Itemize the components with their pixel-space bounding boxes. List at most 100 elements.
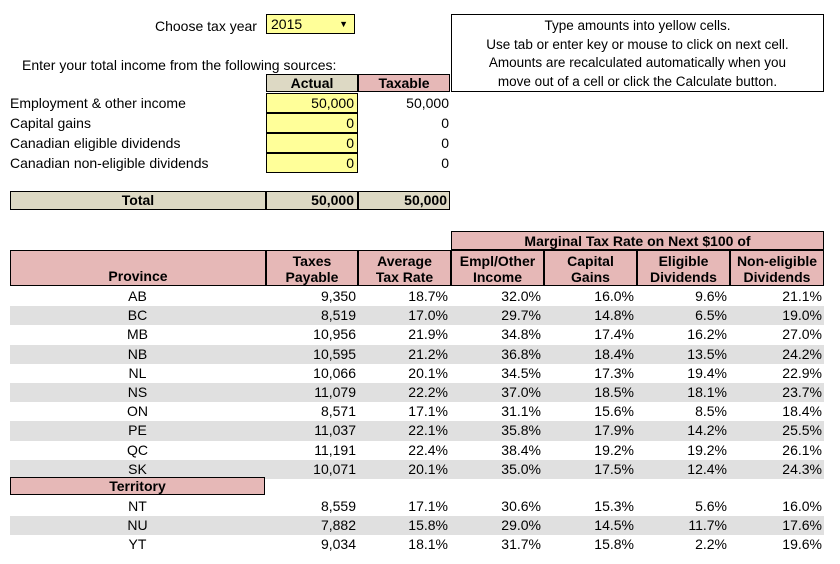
taxes-payable: 9,034 xyxy=(320,536,356,553)
table-row: AB 9,350 18.7% 32.0% 16.0% 9.6% 21.1% xyxy=(10,287,824,306)
eligible-dividends-taxable-value: 0 xyxy=(441,135,449,151)
total-taxable: 50,000 xyxy=(358,191,450,210)
instruction-line: Type amounts into yellow cells. xyxy=(544,18,731,33)
taxes-payable: 8,519 xyxy=(320,307,356,324)
province-name: AB xyxy=(128,288,147,304)
territory-name: YT xyxy=(128,536,147,553)
province-name: ON xyxy=(127,403,148,420)
marginal-capital-gains: 15.6% xyxy=(594,403,634,420)
header-line: Tax Rate xyxy=(375,269,434,285)
header-line: Capital xyxy=(567,253,614,269)
capital-gains-input[interactable]: 0 xyxy=(266,113,358,133)
marginal-eligible: 18.1% xyxy=(687,384,727,400)
income-label-non-eligible-dividends: Canadian non-eligible dividends xyxy=(10,155,209,171)
marginal-capital-gains: 17.5% xyxy=(594,460,634,477)
territory-name: NT xyxy=(128,498,147,514)
marginal-non-eligible: 27.0% xyxy=(782,326,822,343)
territory-name: NU xyxy=(127,517,148,534)
taxes-payable: 9,350 xyxy=(320,288,356,304)
empl-other-income-header: Empl/Other Income xyxy=(451,250,544,286)
dropdown-arrow-icon: ▼ xyxy=(339,19,348,29)
marginal-eligible: 8.5% xyxy=(695,403,727,420)
province-name: SK xyxy=(128,460,147,477)
marginal-non-eligible: 17.6% xyxy=(782,517,822,534)
taxes-payable: 7,882 xyxy=(320,517,356,534)
marginal-rate-header: Marginal Tax Rate on Next $100 of xyxy=(451,231,824,250)
average-rate: 18.7% xyxy=(408,288,448,304)
taxes-payable: 10,071 xyxy=(313,460,356,477)
marginal-non-eligible: 21.1% xyxy=(782,288,822,304)
table-row: NL 10,066 20.1% 34.5% 17.3% 19.4% 22.9% xyxy=(10,364,824,383)
marginal-empl: 36.8% xyxy=(501,345,541,362)
header-line: Non-eligible xyxy=(736,253,818,269)
marginal-capital-gains: 15.3% xyxy=(594,498,634,514)
tax-year-select[interactable]: 2015 ▼ xyxy=(266,14,355,34)
marginal-eligible: 6.5% xyxy=(695,307,727,324)
header-line: Eligible xyxy=(658,253,709,269)
average-rate: 17.1% xyxy=(408,498,448,514)
marginal-empl: 34.5% xyxy=(501,364,541,381)
instruction-line: Use tab or enter key or mouse to click o… xyxy=(486,36,789,52)
eligible-dividends-input[interactable]: 0 xyxy=(266,133,358,153)
marginal-empl: 35.0% xyxy=(501,460,541,477)
average-rate: 21.2% xyxy=(408,345,448,362)
province-name: QC xyxy=(127,441,148,458)
table-row: YT 9,034 18.1% 31.7% 15.8% 2.2% 19.6% xyxy=(10,535,824,554)
marginal-non-eligible: 18.4% xyxy=(782,403,822,420)
marginal-empl: 35.8% xyxy=(501,422,541,439)
total-row: Total 50,000 50,000 xyxy=(10,191,450,210)
taxes-payable: 10,956 xyxy=(313,326,356,343)
average-rate: 22.1% xyxy=(408,422,448,439)
average-rate: 22.2% xyxy=(408,384,448,400)
province-header-text: Province xyxy=(108,268,168,284)
marginal-eligible: 16.2% xyxy=(687,326,727,343)
income-label-capital-gains: Capital gains xyxy=(10,115,91,131)
province-name: NS xyxy=(127,384,148,400)
header-line: Payable xyxy=(285,269,339,285)
marginal-non-eligible: 25.5% xyxy=(782,422,822,439)
marginal-eligible: 13.5% xyxy=(687,345,727,362)
taxes-payable: 8,559 xyxy=(320,498,356,514)
marginal-non-eligible: 22.9% xyxy=(782,364,822,381)
employment-taxable-value: 50,000 xyxy=(406,95,449,111)
marginal-eligible: 5.6% xyxy=(695,498,727,514)
marginal-eligible: 19.2% xyxy=(687,441,727,458)
header-line: Dividends xyxy=(650,269,717,285)
table-row: SK 10,071 20.1% 35.0% 17.5% 12.4% 24.3% xyxy=(10,459,824,479)
average-rate: 21.9% xyxy=(408,326,448,343)
table-row: NT 8,559 17.1% 30.6% 15.3% 5.6% 16.0% xyxy=(10,497,824,516)
total-actual: 50,000 xyxy=(266,191,358,210)
instructions-box: Type amounts into yellow cells. Use tab … xyxy=(451,14,824,92)
taxes-payable: 10,595 xyxy=(313,345,356,362)
table-row: NS 11,079 22.2% 37.0% 18.5% 18.1% 23.7% xyxy=(10,383,824,403)
province-name: PE xyxy=(128,422,147,439)
income-label-employment: Employment & other income xyxy=(10,95,186,111)
average-tax-rate-header: Average Tax Rate xyxy=(358,250,451,286)
employment-income-input[interactable]: 50,000 xyxy=(266,93,358,113)
marginal-empl: 29.7% xyxy=(501,307,541,324)
territory-header: Territory xyxy=(10,477,265,495)
marginal-non-eligible: 19.6% xyxy=(782,536,822,553)
total-label: Total xyxy=(10,191,266,210)
actual-column-header: Actual xyxy=(266,74,358,92)
marginal-empl: 29.0% xyxy=(501,517,541,534)
marginal-capital-gains: 17.3% xyxy=(594,364,634,381)
marginal-capital-gains: 19.2% xyxy=(594,441,634,458)
marginal-non-eligible: 23.7% xyxy=(782,384,822,400)
marginal-non-eligible: 24.2% xyxy=(782,345,822,362)
marginal-non-eligible: 26.1% xyxy=(782,441,822,458)
tax-year-value: 2015 xyxy=(271,16,303,32)
taxes-payable: 8,571 xyxy=(320,403,356,420)
marginal-capital-gains: 14.8% xyxy=(594,307,634,324)
non-eligible-dividends-input[interactable]: 0 xyxy=(266,153,358,173)
marginal-capital-gains: 17.9% xyxy=(594,422,634,439)
marginal-empl: 31.7% xyxy=(501,536,541,553)
header-line: Taxes xyxy=(292,253,332,269)
non-eligible-dividends-taxable-value: 0 xyxy=(441,155,449,171)
tax-year-label: Choose tax year xyxy=(155,18,257,34)
table-row: BC 8,519 17.0% 29.7% 14.8% 6.5% 19.0% xyxy=(10,306,824,326)
header-line: Dividends xyxy=(743,269,811,285)
non-eligible-dividends-header: Non-eligible Dividends xyxy=(730,250,824,286)
marginal-capital-gains: 14.5% xyxy=(594,517,634,534)
table-row: PE 11,037 22.1% 35.8% 17.9% 14.2% 25.5% xyxy=(10,421,824,441)
